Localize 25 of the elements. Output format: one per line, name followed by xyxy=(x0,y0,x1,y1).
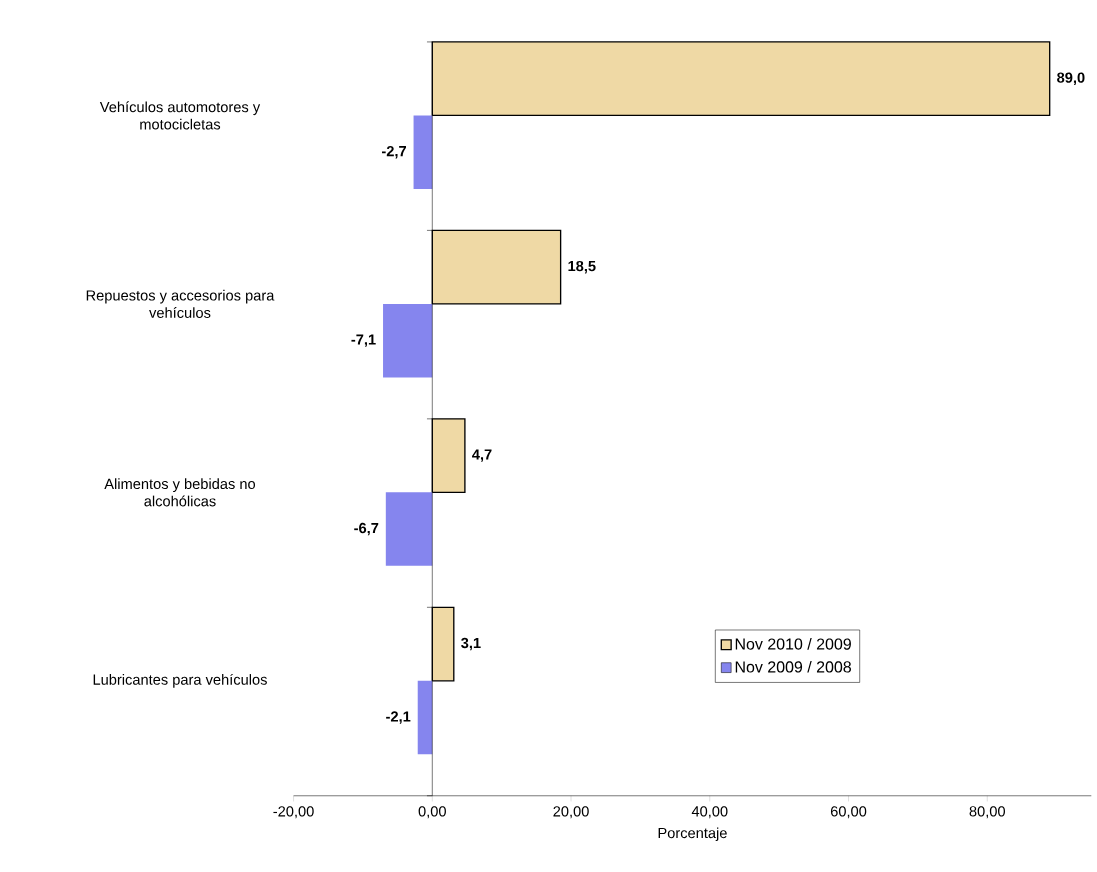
y-tick-label: Lubricantes para vehículos xyxy=(93,674,267,688)
y-tick-label: Repuestos y accesorios para vehículos xyxy=(86,290,275,319)
data-label: -7,1 xyxy=(351,334,376,347)
bar xyxy=(413,115,433,190)
x-tick-label: 80,00 xyxy=(969,806,1005,819)
y-tick-label: Vehículos automotores y motocicletas xyxy=(99,101,261,130)
x-tick-label: 20,00 xyxy=(553,806,589,819)
data-label: 3,1 xyxy=(461,638,481,651)
y-tick-label: Alimentos y bebidas no alcohólicas xyxy=(104,478,256,507)
x-tick-label: 40,00 xyxy=(691,806,728,819)
data-label: -2,7 xyxy=(381,146,406,159)
legend-label: Nov 2009 / 2008 xyxy=(735,661,851,673)
bar xyxy=(417,680,433,755)
data-label: -2,1 xyxy=(386,711,411,724)
bar xyxy=(383,304,433,378)
x-tick-label: -20,00 xyxy=(273,806,314,819)
x-axis-title: Porcentaje xyxy=(658,827,727,842)
data-label: 4,7 xyxy=(472,449,492,462)
data-label: 89,0 xyxy=(1057,72,1085,86)
x-tick-label: 0,00 xyxy=(418,806,446,819)
legend-label: Nov 2010 / 2009 xyxy=(735,638,851,650)
data-label: -6,7 xyxy=(354,523,379,536)
bar xyxy=(385,492,433,567)
x-tick-label: 60,00 xyxy=(830,806,867,819)
data-label: 18,5 xyxy=(568,261,596,274)
